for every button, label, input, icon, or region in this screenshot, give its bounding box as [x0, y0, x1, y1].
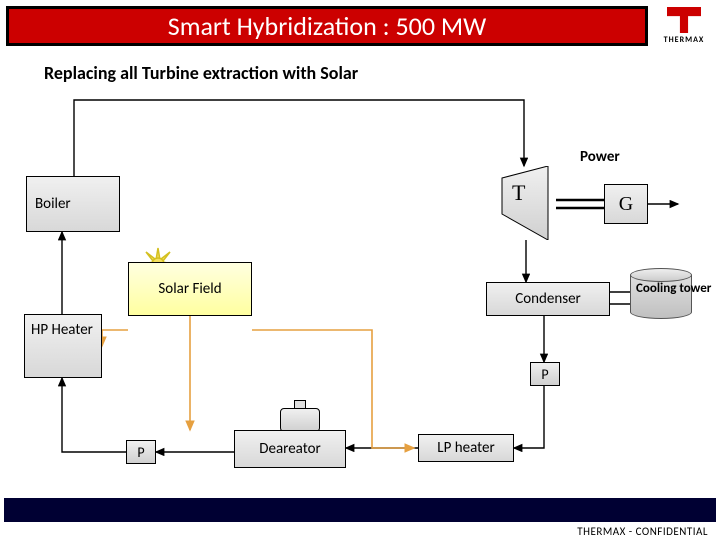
- lp-heater-label: LP heater: [437, 439, 494, 457]
- footer-bar: [4, 498, 716, 522]
- cooling-tower-label: Cooling tower: [636, 282, 711, 296]
- node-generator: G: [604, 184, 648, 224]
- logo-text: THERMAX: [664, 35, 705, 45]
- node-pump-1: P: [126, 440, 156, 464]
- condenser-label: Condenser: [515, 290, 581, 308]
- deareator-label: Deareator: [259, 440, 320, 458]
- logo-glyph: [667, 7, 701, 33]
- pump2-label: P: [541, 366, 548, 383]
- page-title-bar: Smart Hybridization : 500 MW: [6, 6, 648, 46]
- node-lp-heater: LP heater: [418, 434, 514, 462]
- power-label: Power: [580, 148, 620, 166]
- node-hp-heater: HP Heater: [24, 314, 102, 378]
- node-deareator: Deareator: [234, 430, 346, 468]
- node-pump-2: P: [530, 362, 560, 386]
- node-solar-field: Solar Field: [128, 262, 252, 316]
- brand-logo: THERMAX: [654, 6, 714, 46]
- page-title: Smart Hybridization : 500 MW: [168, 10, 487, 42]
- generator-label: G: [619, 193, 633, 216]
- boiler-label: Boiler: [35, 195, 71, 213]
- hp-heater-label: HP Heater: [31, 321, 93, 339]
- tank-icon: [280, 408, 320, 432]
- solar-label: Solar Field: [158, 280, 221, 298]
- footer-confidential: THERMAX - CONFIDENTIAL: [577, 525, 708, 538]
- turbine-label: T: [512, 180, 525, 206]
- node-condenser: Condenser: [486, 282, 610, 316]
- subtitle: Replacing all Turbine extraction with So…: [44, 62, 358, 84]
- node-boiler: Boiler: [26, 176, 120, 232]
- pump1-label: P: [137, 444, 144, 461]
